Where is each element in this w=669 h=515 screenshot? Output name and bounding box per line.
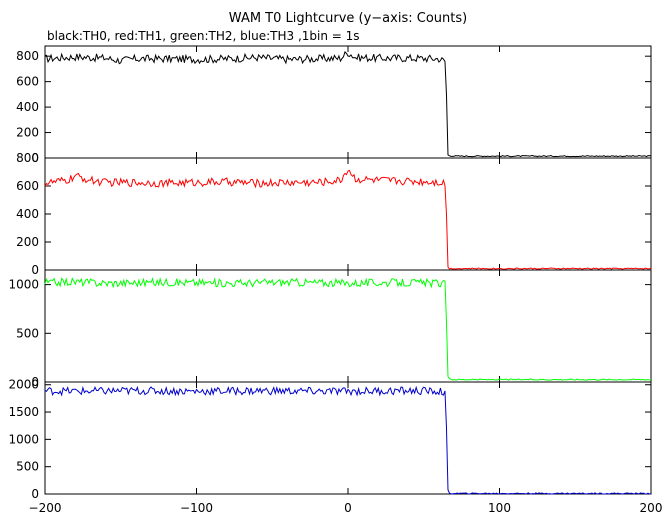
y-tick-label: 400 — [16, 100, 39, 114]
y-tick-label: 2000 — [8, 378, 39, 392]
y-tick-label: 200 — [16, 126, 39, 140]
y-tick-label: 0 — [31, 487, 39, 501]
y-tick-label: 0 — [31, 151, 39, 165]
series-line-th3 — [44, 385, 652, 495]
y-tick-label: 0 — [31, 375, 39, 389]
y-tick-label: 800 — [16, 151, 39, 165]
x-tick-label: −100 — [180, 501, 213, 515]
panel-frame — [44, 45, 652, 159]
chart-title: WAM T0 Lightcurve (y−axis: Counts) — [229, 11, 467, 26]
x-tick-label: 100 — [488, 501, 511, 515]
chart-subtitle: black:TH0, red:TH1, green:TH2, blue:TH3 … — [47, 29, 360, 43]
panels-group: 0200400600800020040060080005001000050010… — [8, 45, 663, 515]
y-tick-label: 600 — [16, 179, 39, 193]
y-tick-label: 500 — [16, 326, 39, 340]
panel-frame — [44, 269, 652, 383]
y-tick-label: 1500 — [8, 405, 39, 419]
y-tick-label: 200 — [16, 235, 39, 249]
series-line-th1 — [44, 169, 652, 270]
y-tick-label: 0 — [31, 263, 39, 277]
y-tick-label: 800 — [16, 49, 39, 63]
panel-frame — [44, 157, 652, 271]
y-tick-label: 1000 — [8, 432, 39, 446]
y-tick-label: 1000 — [8, 278, 39, 292]
x-tick-label: 200 — [640, 501, 663, 515]
x-tick-label: 0 — [344, 501, 352, 515]
series-line-th2 — [44, 276, 652, 381]
y-tick-label: 500 — [16, 460, 39, 474]
y-tick-label: 400 — [16, 207, 39, 221]
y-tick-label: 600 — [16, 75, 39, 89]
series-line-th0 — [44, 51, 652, 158]
panel-frame — [44, 381, 652, 495]
x-tick-label: −200 — [29, 501, 62, 515]
